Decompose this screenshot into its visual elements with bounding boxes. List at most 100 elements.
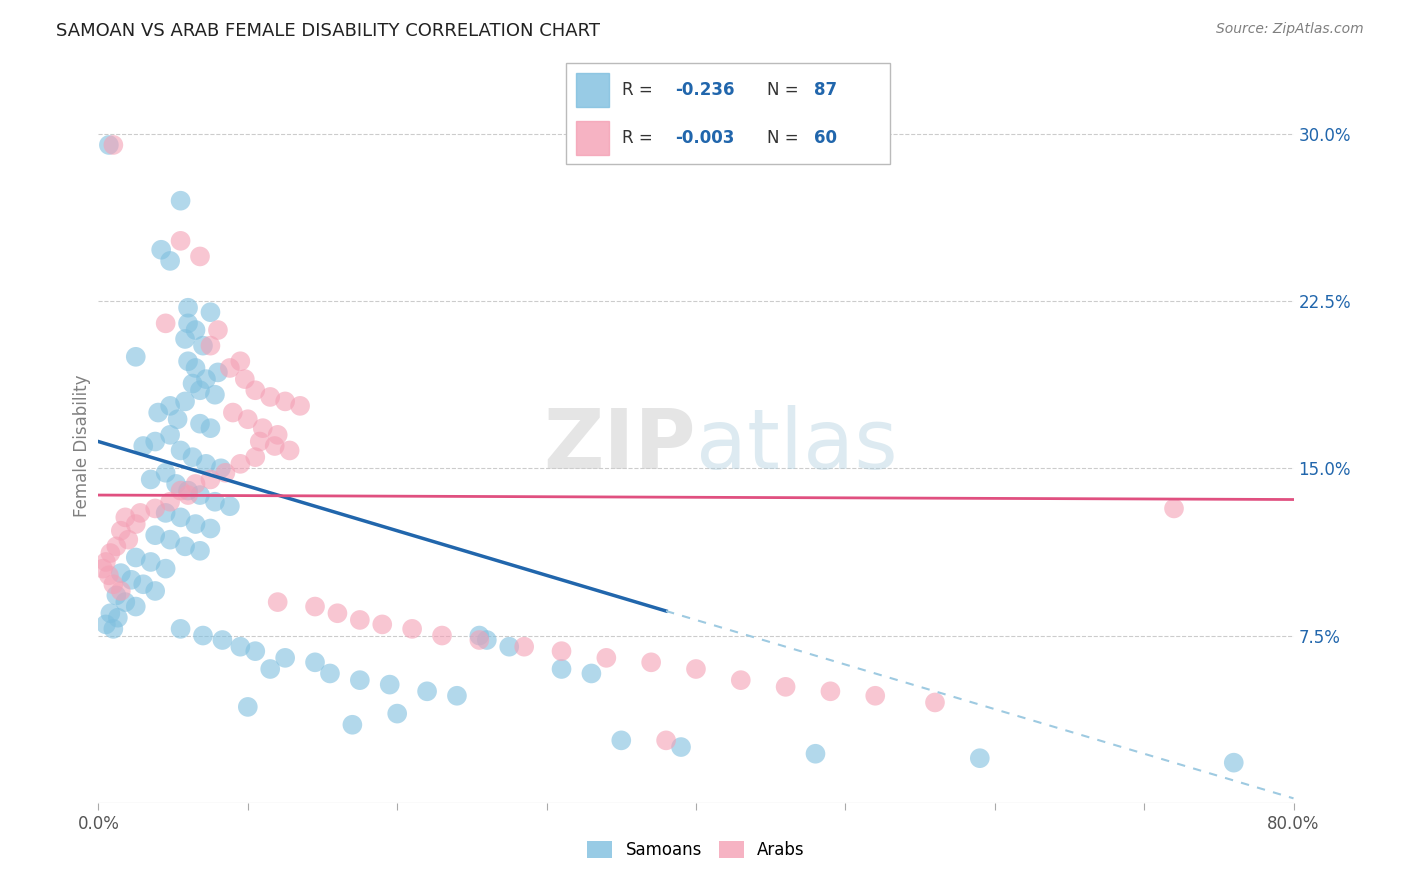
Text: -0.236: -0.236 [675,80,734,99]
Point [143,583,166,598]
Point [110,524,132,538]
Point [150,243,173,257]
Point [132,577,155,591]
Text: atlas: atlas [696,406,897,486]
Point [263,439,285,453]
Point [204,387,226,401]
Point [188,543,211,558]
Point [159,399,181,413]
Point [177,354,200,368]
Point [105,589,128,603]
Text: 87: 87 [814,80,837,99]
Point [236,699,259,714]
Point [159,253,181,268]
Point [94,617,117,632]
Point [595,651,617,665]
Text: R =: R = [621,80,658,99]
Point [169,622,191,636]
Point [349,673,371,687]
Point [655,733,678,747]
Point [342,717,364,731]
Point [236,412,259,426]
Point [468,633,491,648]
Point [155,562,177,576]
Point [222,405,245,419]
Point [245,384,267,398]
Point [97,137,120,152]
Point [326,607,349,621]
Point [775,680,797,694]
Point [191,628,214,642]
Text: ZIP: ZIP [544,406,696,486]
Point [177,483,200,498]
Point [378,678,401,692]
Point [174,332,197,346]
Point [610,733,633,747]
Point [188,488,211,502]
Point [200,305,222,319]
Point [184,360,207,375]
Point [200,473,222,487]
Text: SAMOAN VS ARAB FEMALE DISABILITY CORRELATION CHART: SAMOAN VS ARAB FEMALE DISABILITY CORRELA… [56,22,600,40]
Point [249,434,271,449]
Point [114,595,136,609]
Point [233,372,256,386]
Point [125,599,148,614]
Point [143,434,166,449]
Point [143,501,166,516]
Point [169,510,191,524]
Text: Source: ZipAtlas.com: Source: ZipAtlas.com [1216,22,1364,37]
Point [110,566,132,581]
Point [207,323,229,337]
Point [865,689,887,703]
Point [174,394,197,409]
Point [245,644,267,658]
Point [229,640,252,654]
Point [211,633,233,648]
Point [550,662,572,676]
Point [169,443,191,458]
Point [278,443,301,458]
Point [129,506,152,520]
Point [159,427,181,442]
Point [1223,756,1246,770]
Point [349,613,371,627]
Point [117,533,139,547]
Point [165,476,187,491]
Point [125,516,148,531]
Point [169,483,191,498]
Point [143,528,166,542]
Point [114,510,136,524]
Point [169,194,191,208]
Point [669,740,692,755]
Point [155,316,177,330]
Point [107,610,129,624]
Point [91,562,114,576]
Point [401,622,423,636]
Point [820,684,842,698]
Point [105,539,128,553]
Point [498,640,520,654]
Point [177,301,200,315]
Point [159,494,181,508]
Point [267,595,290,609]
FancyBboxPatch shape [565,63,890,164]
Point [125,350,148,364]
Point [120,573,142,587]
Point [169,234,191,248]
Bar [575,73,609,106]
Point [181,376,204,391]
Point [139,555,162,569]
Point [177,316,200,330]
Point [148,405,170,419]
Point [139,473,162,487]
Point [200,338,222,352]
Point [924,696,946,710]
Point [730,673,752,687]
Point [207,366,229,380]
Point [219,499,242,513]
Y-axis label: Female Disability: Female Disability [73,375,91,517]
Point [181,450,204,464]
Point [219,360,242,375]
Text: -0.003: -0.003 [675,128,734,147]
